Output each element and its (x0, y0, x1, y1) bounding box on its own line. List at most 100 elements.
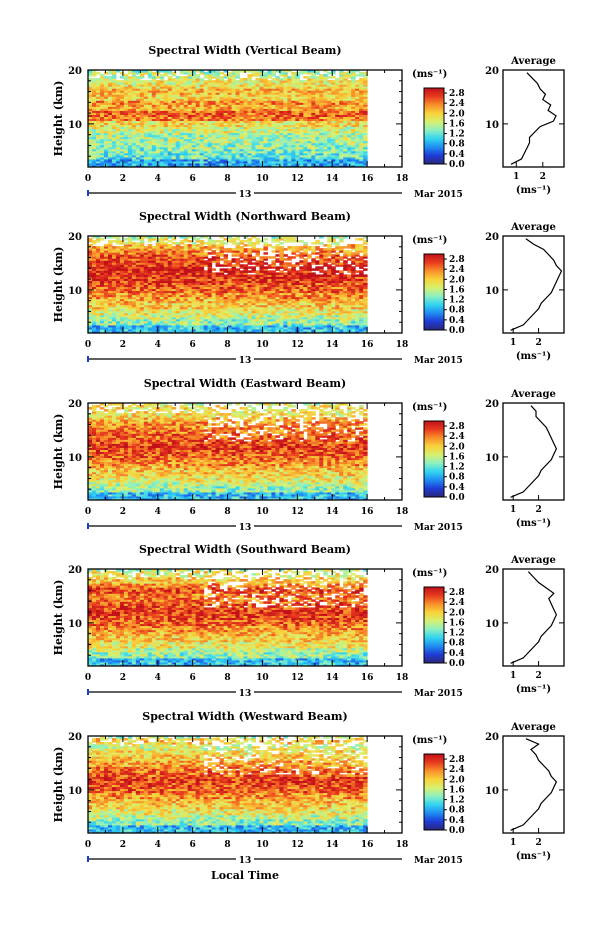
heatmap-cell (207, 116, 213, 119)
heatmap-cell (327, 158, 332, 162)
heatmap-cell (243, 96, 248, 99)
heatmap-cell (159, 324, 165, 328)
heatmap-cell (171, 328, 177, 332)
heatmap-cell (171, 124, 177, 128)
heatmap-cell (235, 132, 241, 136)
heatmap-cell (99, 162, 105, 166)
heatmap-cell (187, 108, 193, 111)
heatmap-cell (263, 158, 268, 162)
heatmap-cell (271, 116, 276, 119)
heatmap-cell (179, 324, 185, 328)
heatmap-cell (291, 160, 296, 164)
heatmap-cell (267, 140, 272, 144)
heatmap-cell (191, 108, 197, 111)
heatmap-cell (259, 86, 264, 89)
heatmap-cell (147, 122, 153, 126)
heatmap-cell (195, 116, 201, 119)
heatmap-cell (179, 124, 185, 128)
heatmap-cell (311, 100, 316, 103)
heatmap-cell (143, 140, 149, 144)
heatmap-cell (259, 128, 264, 132)
heatmap-cell (187, 100, 193, 103)
heatmap-cell (247, 90, 252, 93)
heatmap-cell (303, 132, 308, 136)
heatmap-cell (139, 130, 145, 134)
heatmap-cell (335, 78, 340, 81)
heatmap-cell (199, 138, 205, 142)
heatmap-cell (187, 320, 193, 324)
heatmap-cell (191, 148, 197, 152)
heatmap-cell (135, 114, 141, 117)
heatmap-cell (339, 104, 344, 107)
heatmap-cell (211, 94, 217, 97)
heatmap-cell (127, 134, 133, 138)
heatmap-cell (195, 320, 201, 324)
heatmap-cell (239, 162, 245, 166)
colorbar-tick-label: 0.4 (449, 150, 465, 160)
heatmap-cell (231, 76, 237, 79)
heatmap-cell (207, 84, 213, 87)
heatmap-cell (311, 148, 316, 152)
heatmap-cell (131, 90, 137, 93)
heatmap-cell (155, 116, 161, 119)
heatmap-cell (275, 150, 280, 154)
heatmap-cell (255, 96, 260, 99)
heatmap-cell (207, 122, 213, 126)
heatmap-cell (275, 78, 280, 81)
heatmap-cell (111, 108, 117, 111)
heatmap-cell (107, 100, 113, 103)
heatmap-cell (327, 122, 332, 126)
heatmap-cell (259, 82, 264, 85)
heatmap-cell (303, 100, 308, 103)
colorbar-segment (424, 152, 444, 155)
heatmap-cell (111, 136, 117, 140)
x-tick-label: 4 (155, 174, 161, 184)
heatmap-cell (119, 162, 125, 166)
heatmap-cell (175, 152, 181, 156)
heatmap-cell (267, 118, 272, 122)
heatmap-cell (271, 82, 276, 85)
heatmap-cell (323, 330, 328, 334)
heatmap-cell (227, 326, 233, 330)
heatmap-cell (183, 124, 189, 128)
heatmap-cell (179, 164, 185, 168)
heatmap-cell (347, 114, 352, 117)
heatmap-cell (283, 156, 288, 160)
heatmap-cell (359, 94, 364, 97)
heatmap-cell (88, 112, 93, 115)
heatmap-cell (327, 84, 332, 87)
heatmap-cell (255, 326, 260, 330)
heatmap-cell (107, 98, 113, 101)
heatmap-cell (255, 162, 260, 166)
heatmap-cell (295, 82, 300, 85)
heatmap-cell (351, 84, 356, 87)
heatmap-cell (131, 162, 137, 166)
heatmap-cell (155, 324, 161, 328)
heatmap-cell (263, 108, 268, 111)
heatmap-cell (259, 146, 264, 150)
heatmap-cell (243, 94, 248, 97)
heatmap-cell (231, 148, 237, 152)
heatmap-cell (267, 136, 272, 140)
heatmap-cell (123, 326, 129, 330)
heatmap-cell (151, 134, 157, 138)
heatmap-cell (275, 80, 280, 83)
heatmap-cell (215, 330, 221, 334)
heatmap-cell (119, 130, 125, 134)
heatmap-cell (199, 156, 205, 160)
heatmap-cell (339, 98, 344, 101)
heatmap-cell (303, 122, 308, 126)
heatmap-cell (207, 94, 213, 97)
heatmap-cell (327, 162, 332, 166)
heatmap-cell (171, 150, 177, 154)
heatmap-cell (155, 106, 161, 109)
colorbar-segment (424, 133, 444, 136)
heatmap-cell (319, 108, 324, 111)
heatmap-cell (239, 114, 245, 117)
heatmap-cell (243, 134, 248, 138)
heatmap-cell (243, 320, 248, 324)
heatmap-cell (163, 114, 169, 117)
heatmap-cell (351, 92, 356, 95)
heatmap-cell (115, 142, 121, 146)
heatmap-cell (103, 158, 109, 162)
